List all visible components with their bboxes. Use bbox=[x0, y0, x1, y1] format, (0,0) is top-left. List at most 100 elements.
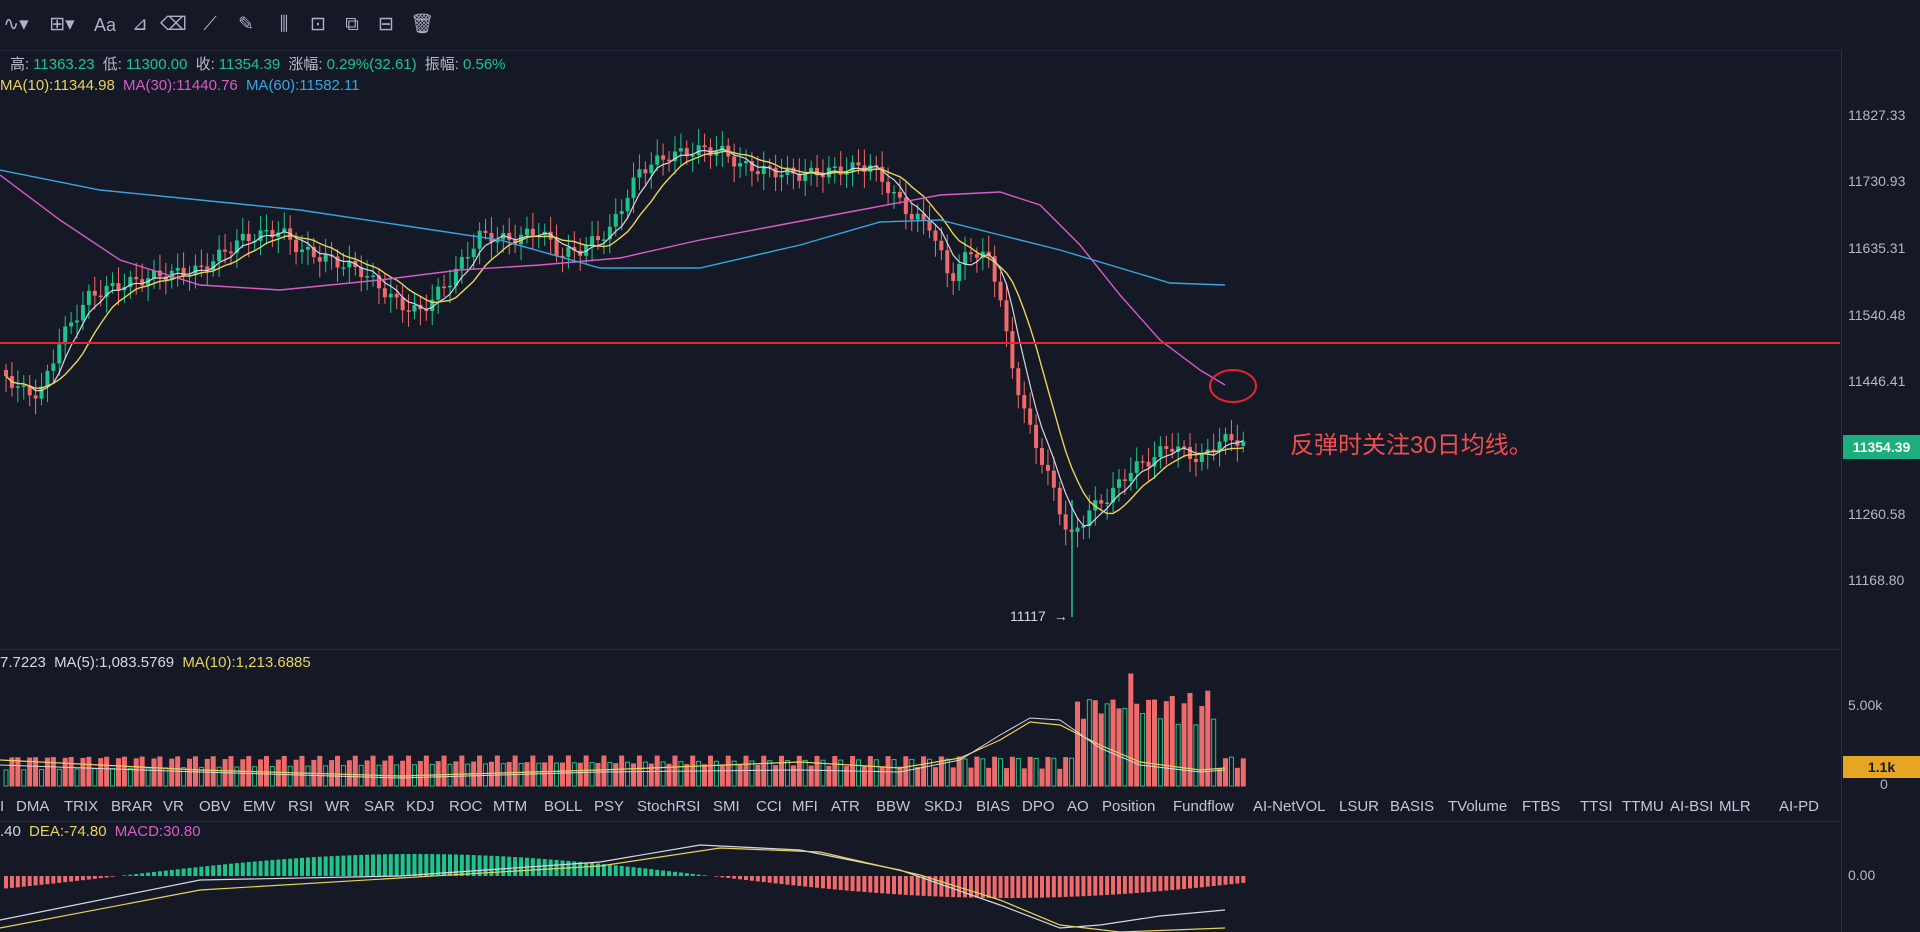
lock-icon[interactable]: ⊡ bbox=[310, 14, 326, 35]
indicator-tab-ao[interactable]: AO bbox=[1067, 798, 1089, 815]
volume-bar bbox=[861, 766, 867, 787]
indicator-tab-skdj[interactable]: SKDJ bbox=[924, 798, 963, 815]
indicator-tab-stochrsi[interactable]: StochRSI bbox=[637, 798, 701, 815]
candle-body bbox=[957, 264, 962, 282]
macd-bar bbox=[1087, 876, 1092, 896]
indicator-tab-bias[interactable]: BIAS bbox=[976, 798, 1011, 815]
macd-bar bbox=[1188, 876, 1192, 889]
candle-body bbox=[205, 266, 210, 271]
volume-bar bbox=[873, 759, 879, 787]
chart-style-icon[interactable]: ∿▾ bbox=[3, 14, 29, 35]
indicator-tab-position[interactable]: Position bbox=[1102, 798, 1156, 815]
indicator-tab-psy[interactable]: PSY bbox=[594, 798, 625, 815]
candle-body bbox=[1105, 502, 1110, 505]
indicator-tab-emv[interactable]: EMV bbox=[243, 798, 276, 815]
crosshair-icon[interactable]: ⊞▾ bbox=[49, 14, 75, 35]
indicator-tab-fundflow[interactable]: Fundflow bbox=[1173, 798, 1234, 815]
candle-body bbox=[1140, 461, 1145, 463]
trash-icon[interactable]: 🗑 bbox=[410, 14, 435, 35]
macd-bar bbox=[489, 855, 494, 876]
macd-bar bbox=[86, 876, 91, 880]
indicator-tab-kdj[interactable]: KDJ bbox=[406, 798, 435, 815]
indicator-tab-vr[interactable]: VR bbox=[163, 798, 184, 815]
candle-body bbox=[317, 257, 322, 262]
volume-bar bbox=[571, 762, 577, 787]
candle-body bbox=[554, 239, 559, 256]
volume-bar bbox=[92, 768, 98, 787]
ruler-icon[interactable]: ⟋ bbox=[203, 14, 217, 35]
indicator-tab-dma[interactable]: DMA bbox=[16, 798, 50, 815]
position-icon[interactable]: ⫼ bbox=[279, 14, 289, 35]
candle-body bbox=[998, 281, 1003, 301]
candle-body bbox=[39, 386, 44, 399]
copy-icon[interactable]: ⧉ bbox=[345, 14, 359, 35]
text-icon[interactable]: Aa bbox=[93, 15, 117, 35]
volume-bar bbox=[921, 756, 927, 787]
macd-bar bbox=[21, 876, 26, 887]
candle-body bbox=[412, 304, 417, 312]
indicator-tab-ttmu[interactable]: TTMU bbox=[1622, 798, 1664, 815]
indicator-tab-obv[interactable]: OBV bbox=[199, 798, 231, 815]
volume-bar bbox=[1057, 768, 1063, 787]
indicator-tab-ai-netvol[interactable]: AI-NetVOL bbox=[1253, 798, 1326, 815]
indicator-tab-trix[interactable]: TRIX bbox=[64, 798, 99, 815]
macd-bar bbox=[678, 872, 683, 876]
indicator-tab-dpo[interactable]: DPO bbox=[1022, 798, 1055, 815]
indicator-tab-i[interactable]: I bbox=[0, 798, 5, 815]
macd-bar bbox=[513, 857, 518, 876]
indicator-tab-ai-bsi[interactable]: AI-BSI bbox=[1670, 798, 1714, 815]
pane-divider bbox=[0, 649, 1840, 650]
indicator-tab-mfi[interactable]: MFI bbox=[792, 798, 818, 815]
candle-body bbox=[294, 239, 299, 253]
indicator-tab-bbw[interactable]: BBW bbox=[876, 798, 911, 815]
macd-bar bbox=[477, 855, 482, 876]
candle-body bbox=[915, 213, 920, 220]
indicator-tab-sar[interactable]: SAR bbox=[364, 798, 395, 815]
macd-bar bbox=[152, 871, 156, 876]
indicator-tab-mtm[interactable]: MTM bbox=[493, 798, 528, 815]
candle-body bbox=[963, 252, 968, 265]
indicator-tab-rsi[interactable]: RSI bbox=[288, 798, 314, 815]
macd-bar bbox=[9, 876, 14, 888]
macd-bar bbox=[412, 854, 417, 876]
indicator-tab-basis[interactable]: BASIS bbox=[1390, 798, 1435, 815]
candle-body bbox=[1028, 408, 1033, 425]
candle-body bbox=[678, 148, 683, 152]
indicator-tab-lsur[interactable]: LSUR bbox=[1339, 798, 1380, 815]
volume-bar bbox=[950, 767, 956, 787]
macd-bar bbox=[744, 876, 748, 881]
candle-body bbox=[199, 265, 204, 268]
macd-bar bbox=[826, 876, 831, 889]
indicator-tab-smi[interactable]: SMI bbox=[713, 798, 740, 815]
indicator-tab-cci[interactable]: CCI bbox=[756, 798, 782, 815]
candle-body bbox=[424, 309, 429, 312]
eraser-icon[interactable]: ⌫ bbox=[160, 14, 187, 35]
volume-bar bbox=[784, 760, 790, 787]
indicator-tab-ai-pd[interactable]: AI-PD bbox=[1779, 798, 1820, 815]
pattern-icon[interactable]: ⊿ bbox=[132, 14, 148, 35]
indicator-tab-boll[interactable]: BOLL bbox=[544, 798, 583, 815]
indicator-tab-brar[interactable]: BRAR bbox=[111, 798, 153, 815]
macd-bar bbox=[217, 864, 222, 876]
indicator-tab-ftbs[interactable]: FTBS bbox=[1522, 798, 1561, 815]
indicator-tab-roc[interactable]: ROC bbox=[449, 798, 483, 815]
indicator-tab-atr[interactable]: ATR bbox=[831, 798, 860, 815]
volume-bar bbox=[998, 758, 1004, 787]
macd-bar bbox=[157, 871, 162, 876]
volume-bar bbox=[269, 766, 275, 787]
pencil-icon[interactable]: ✎ bbox=[238, 14, 254, 35]
indicator-tab-tvolume[interactable]: TVolume bbox=[1448, 798, 1508, 815]
indicator-tab-wr[interactable]: WR bbox=[325, 798, 350, 815]
macd-bar bbox=[228, 863, 233, 876]
macd-bar bbox=[980, 876, 985, 898]
candle-body bbox=[193, 265, 198, 276]
macd-bar bbox=[998, 876, 1003, 898]
macd-bar bbox=[820, 876, 825, 889]
volume-bar bbox=[187, 758, 193, 787]
indicator-tab-mlr[interactable]: MLR bbox=[1719, 798, 1751, 815]
indicator-tab-ttsi[interactable]: TTSI bbox=[1580, 798, 1613, 815]
price-axis[interactable] bbox=[1841, 50, 1920, 932]
screenshot-icon[interactable]: ⊟ bbox=[378, 14, 394, 35]
price-chart[interactable] bbox=[0, 50, 1840, 932]
macd-bar bbox=[234, 863, 239, 876]
